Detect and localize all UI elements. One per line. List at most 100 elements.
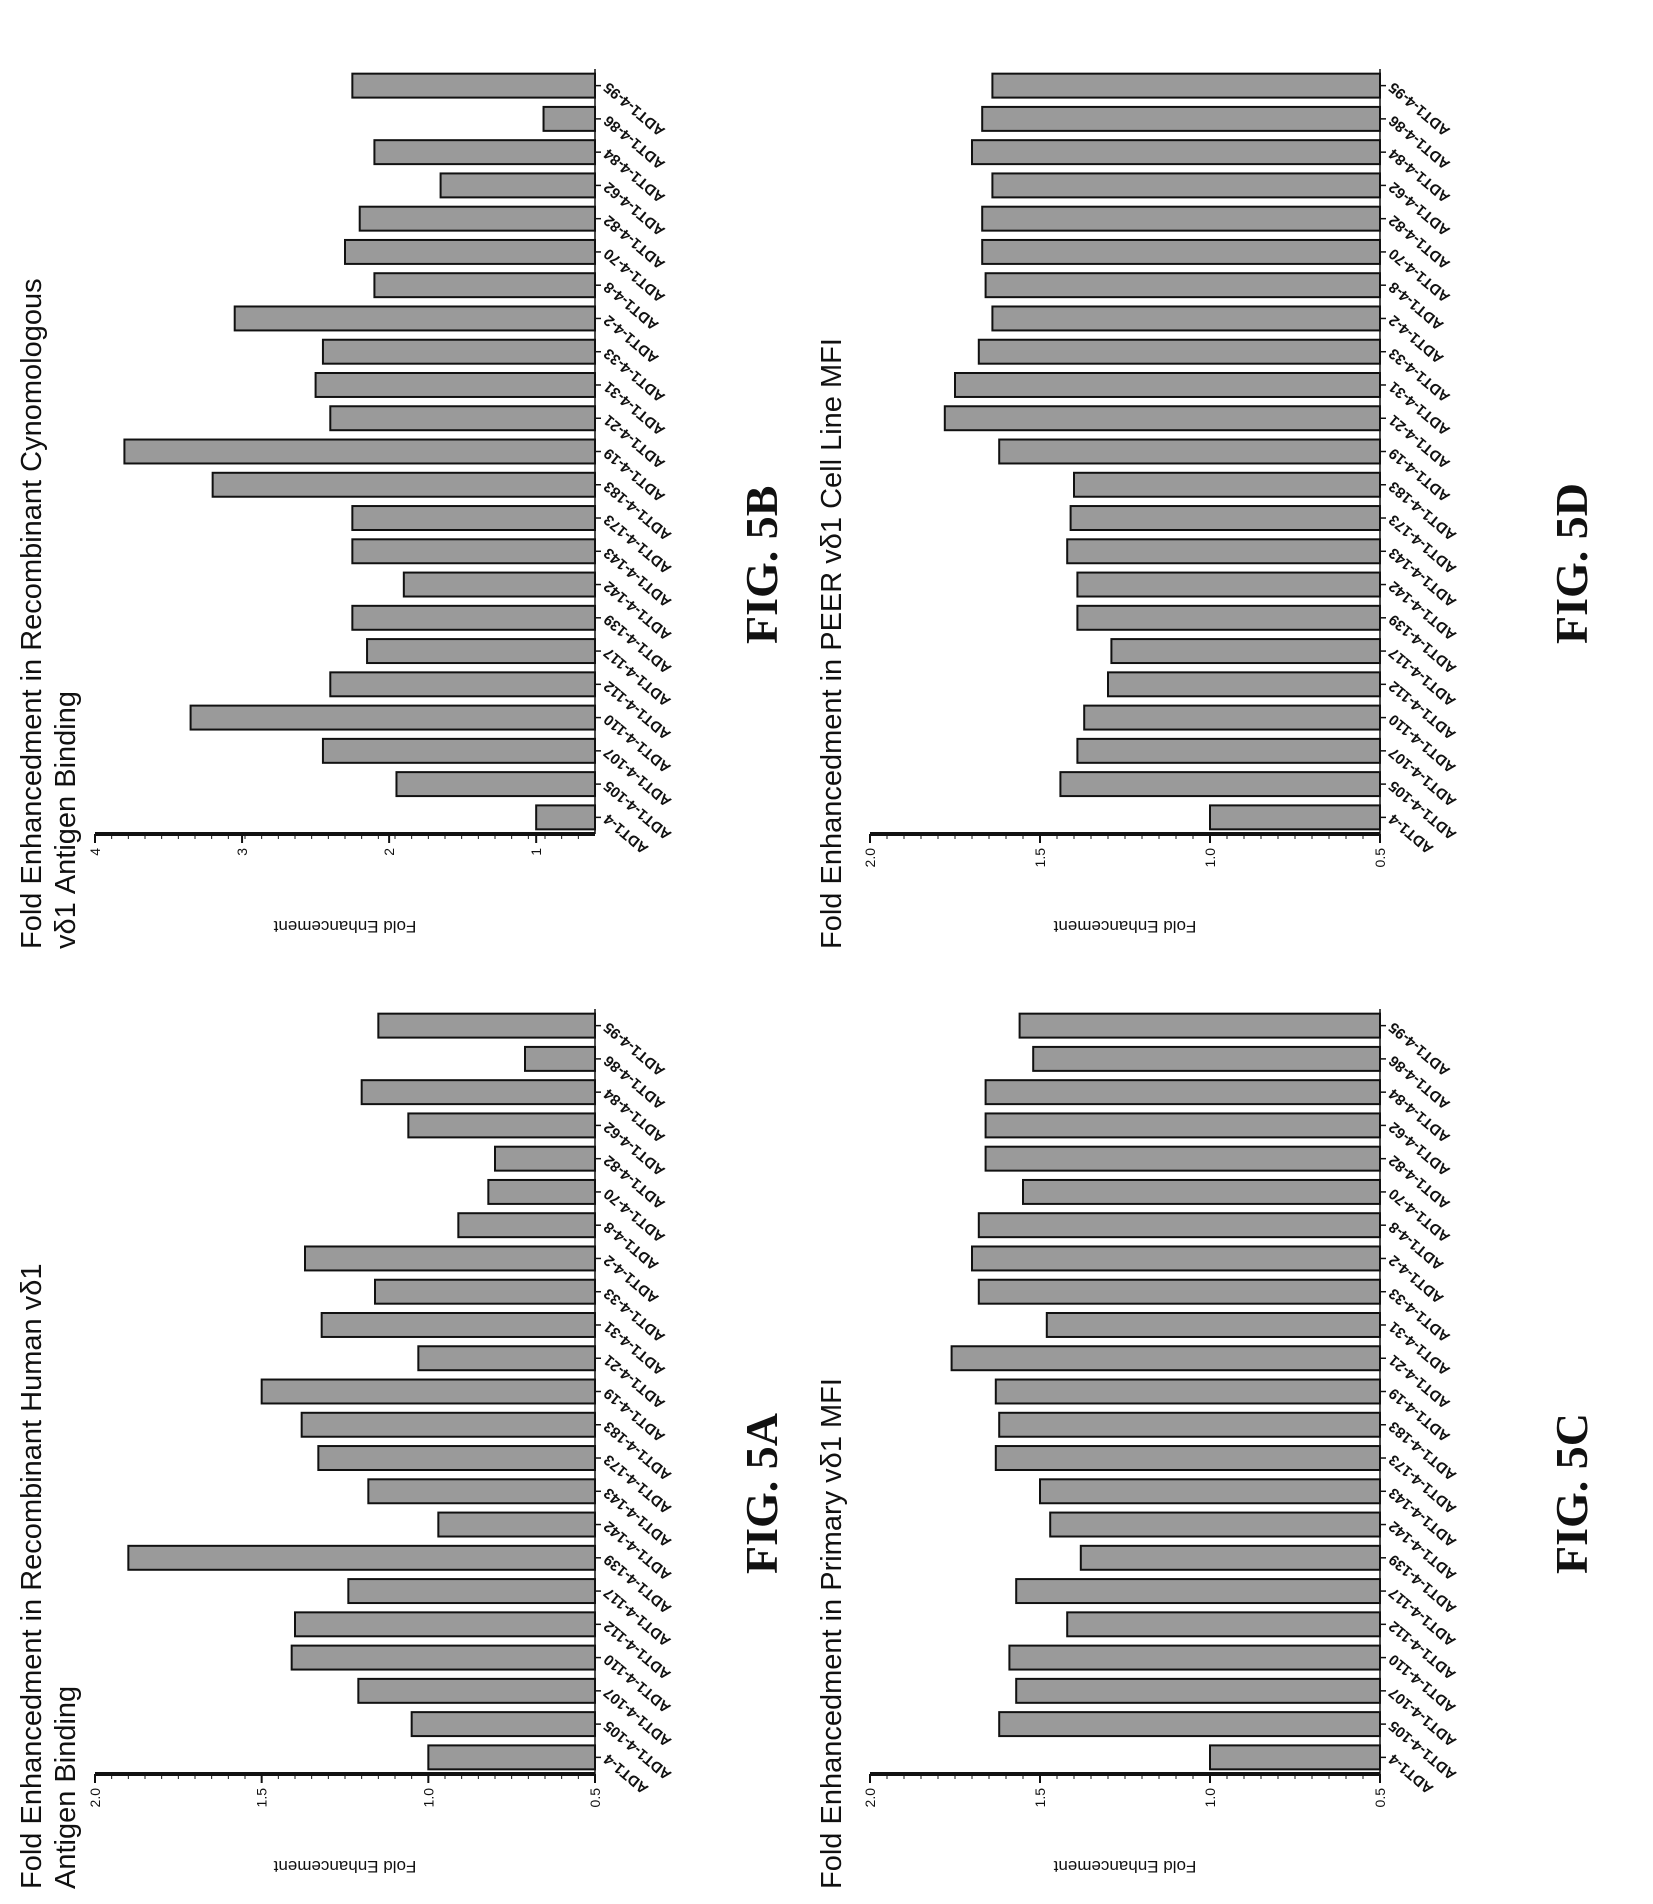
chart-title-5d: Fold Enhancedment in PEER vδ1 Cell Line …: [816, 338, 848, 949]
bar-adt1-4-8: [457, 1212, 597, 1239]
bar-adt1-4-33: [977, 338, 1382, 365]
bar-adt1-4-143: [1066, 538, 1381, 565]
bar-adt1-4-8: [977, 1212, 1382, 1239]
bar-adt1-4-117: [347, 1578, 597, 1605]
bar-adt1-4-112: [329, 671, 596, 698]
bar-adt1-4-70: [344, 238, 596, 265]
bar-adt1-4-84: [984, 1079, 1381, 1106]
bar-adt1-4-143: [1039, 1478, 1381, 1505]
bar-adt1-4-21: [329, 405, 596, 432]
bar-adt1-4-86: [1032, 1045, 1381, 1072]
bar-adt1-4-70: [981, 238, 1381, 265]
bar-adt1-4-105: [1059, 771, 1381, 798]
bar-adt1-4-31: [314, 372, 597, 398]
bar-adt1-4-95: [351, 72, 596, 99]
y-axis-label: Fold Enhancement: [273, 1857, 416, 1876]
bar-adt1-4-95: [377, 1012, 597, 1039]
bar-adt1-4-142: [437, 1511, 597, 1538]
bar-adt1-4-107: [321, 737, 597, 764]
bar-adt1-4-82: [984, 1145, 1381, 1172]
bar-adt1-4-142: [1049, 1511, 1381, 1538]
bar-chart-5d: Fold Enhancement0.51.01.52.0ADT1-4ADT1-4…: [862, 69, 1460, 936]
bar-adt1-4-19: [998, 438, 1381, 465]
bar-adt1-4-173: [351, 505, 596, 531]
bar-adt1-4-95: [1018, 1012, 1381, 1039]
bar-adt1-4-31: [320, 1312, 597, 1338]
bar-adt1-4-2: [233, 305, 597, 332]
bar-adt1-4: [1209, 1744, 1381, 1771]
bar-adt1-4-139: [351, 604, 596, 631]
bar-adt1-4-62: [984, 1112, 1381, 1139]
bar-adt1-4: [1209, 804, 1381, 831]
fig-label-5a: FIG. 5A: [736, 1413, 787, 1574]
bar-adt1-4-107: [1015, 1677, 1381, 1704]
bar-adt1-4-70: [1022, 1178, 1381, 1205]
bar-adt1-4-19: [260, 1378, 597, 1405]
bar-adt1-4-117: [1110, 638, 1381, 665]
bar-adt1-4-107: [357, 1677, 597, 1704]
bar-adt1-4-110: [290, 1644, 597, 1671]
bar-adt1-4-86: [542, 105, 597, 132]
bar-adt1-4-86: [524, 1045, 596, 1072]
bar-adt1-4-110: [1083, 704, 1381, 731]
y-tick-label: 4: [87, 848, 103, 856]
bar-adt1-4-105: [410, 1711, 596, 1738]
bar-adt1-4-142: [402, 571, 596, 598]
bar-adt1-4-143: [367, 1478, 597, 1505]
bar-adt1-4-142: [1076, 571, 1381, 598]
bar-adt1-4-183: [211, 471, 596, 498]
y-tick-label: 2: [381, 848, 397, 856]
chart-title-5b: Fold Enhancedment in Recombinant Cynomol…: [16, 278, 82, 949]
bar-adt1-4-110: [189, 704, 597, 731]
bar-adt1-4-2: [991, 305, 1381, 332]
bar-adt1-4-62: [439, 172, 596, 199]
bar-adt1-4-82: [358, 205, 596, 232]
bar-adt1-4-105: [395, 771, 596, 798]
bar-adt1-4-84: [360, 1079, 596, 1106]
bar-adt1-4-21: [417, 1345, 597, 1372]
bar-adt1-4-33: [374, 1278, 596, 1305]
bar-adt1-4-105: [998, 1711, 1381, 1738]
bar-adt1-4-86: [981, 105, 1381, 132]
bar-adt1-4-112: [1107, 671, 1381, 698]
bar-adt1-4-112: [1066, 1611, 1381, 1638]
y-axis-label: Fold Enhancement: [273, 917, 416, 936]
bar-adt1-4-33: [977, 1278, 1382, 1305]
fig-label-5d: FIG. 5D: [1546, 483, 1597, 644]
panel-fig-5d: Fold Enhancedment in PEER vδ1 Cell Line …: [815, 49, 1545, 949]
bar-adt1-4-139: [1079, 1544, 1382, 1571]
y-tick-label: 1.5: [1032, 1788, 1048, 1808]
bar-adt1-4-183: [1073, 471, 1381, 498]
y-tick-label: 1.0: [1202, 848, 1218, 868]
bar-adt1-4-82: [494, 1145, 596, 1172]
bar-chart-5a: Fold Enhancement0.51.01.52.0ADT1-4ADT1-4…: [87, 1009, 675, 1876]
y-tick-label: 0.5: [1372, 848, 1388, 868]
bar-adt1-4-62: [407, 1112, 597, 1139]
y-tick-label: 3: [234, 848, 250, 856]
bar-adt1-4-173: [317, 1445, 596, 1471]
y-tick-label: 1.5: [1032, 848, 1048, 868]
y-tick-label: 1.5: [254, 1788, 270, 1808]
bar-adt1-4-183: [998, 1411, 1381, 1438]
bar-adt1-4-62: [991, 172, 1381, 199]
y-axis-label: Fold Enhancement: [1053, 1857, 1196, 1876]
bar-adt1-4-31: [954, 372, 1381, 398]
bar-adt1-4-107: [1076, 737, 1381, 764]
y-tick-label: 1: [528, 848, 544, 856]
bar-adt1-4-112: [294, 1611, 596, 1638]
bar-adt1-4-82: [981, 205, 1381, 232]
bar-adt1-4-183: [300, 1411, 597, 1438]
bar-adt1-4-8: [984, 272, 1381, 299]
bar-adt1-4-95: [991, 72, 1381, 99]
bar-adt1-4-143: [351, 538, 596, 565]
bar-adt1-4: [427, 1744, 597, 1771]
bar-adt1-4-8: [373, 272, 597, 299]
panel-fig-5a: Fold Enhancedment in Recombinant Human v…: [15, 989, 765, 1889]
bar-adt1-4-139: [1076, 604, 1381, 631]
bar-adt1-4-84: [373, 139, 597, 166]
bar-adt1-4-19: [123, 438, 596, 465]
bar-adt1-4-173: [1069, 505, 1381, 531]
y-tick-label: 2.0: [87, 1788, 103, 1808]
